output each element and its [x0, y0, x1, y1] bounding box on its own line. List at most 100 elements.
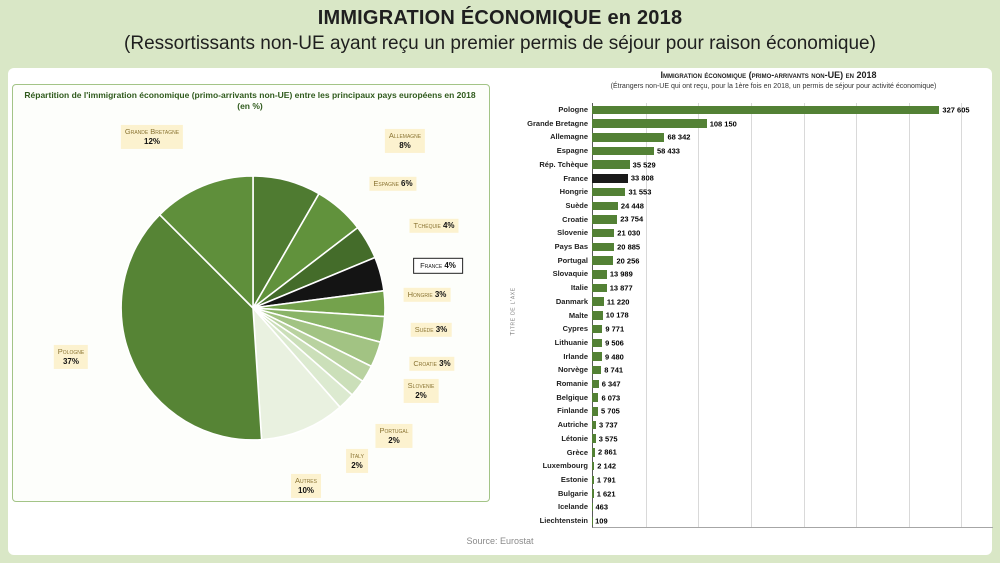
- category-label: Lithuanie: [554, 337, 588, 347]
- bar-track: 10 178: [592, 309, 995, 323]
- bar-chart-title: Immigration économique (primo-arrivants …: [660, 70, 877, 80]
- bar-track: 3 737: [592, 418, 995, 432]
- bar-slovenie: [592, 228, 615, 238]
- pie-label-value: 3%: [435, 324, 448, 334]
- bar-r-p-tch-que: [592, 160, 630, 169]
- category-label: Bulgarie: [557, 488, 588, 498]
- bar-croatie: [592, 215, 618, 224]
- category-label: Suède: [565, 200, 588, 210]
- bar-row-liechtenstein: Liechtenstein 109: [502, 514, 995, 528]
- slide-subtitle: (Ressortissants non-UE ayant reçu un pre…: [124, 33, 876, 54]
- pie-label-name: Tchéquie: [413, 220, 441, 230]
- pie-label-su-de: Suède 3%: [410, 322, 452, 338]
- pie-label-value: 3%: [434, 289, 447, 299]
- pie-label-value: 2%: [388, 435, 400, 445]
- bar-estonie: [592, 475, 594, 485]
- category-label: Danmark: [555, 296, 588, 306]
- bar-row-pologne: Pologne 327 605: [502, 103, 995, 117]
- bar-row-bulgarie: Bulgarie 1 621: [502, 487, 995, 501]
- pie-label-name: Autres: [295, 475, 317, 485]
- bar-l-tonie: [592, 434, 596, 443]
- bar-pays-bas: [592, 242, 615, 252]
- value-label: 13 877: [609, 283, 633, 293]
- bar-row-grande-bretagne: Grande Bretagne 108 150: [502, 117, 995, 131]
- bar-track: 109: [592, 514, 995, 528]
- value-label: 11 220: [606, 297, 630, 307]
- bar-track: 2 142: [592, 459, 995, 473]
- value-label: 33 808: [630, 173, 654, 183]
- category-label: Hongrie: [559, 187, 588, 197]
- bar-row-croatie: Croatie 23 754: [502, 213, 995, 227]
- bar-row-su-de: Suède 24 448: [502, 199, 995, 213]
- value-label: 10 178: [605, 310, 629, 320]
- bar-track: 33 808: [592, 172, 995, 186]
- category-label: Finlande: [557, 406, 588, 416]
- bar-track: 6 073: [592, 391, 995, 405]
- bar-row-slovaquie: Slovaquie 13 989: [502, 267, 995, 281]
- bar-bulgarie: [592, 489, 594, 498]
- category-label: Icelande: [557, 502, 588, 512]
- value-label: 1 621: [596, 489, 616, 499]
- value-label: 2 142: [597, 461, 617, 471]
- pie-label-name: Espagne: [373, 178, 399, 188]
- pie-label-value: 12%: [143, 136, 161, 146]
- bar-row-france: France 33 808: [502, 172, 995, 186]
- category-label: Romanie: [556, 379, 588, 389]
- gridline: [961, 103, 963, 527]
- value-label: 35 529: [632, 160, 656, 170]
- bar-track: 11 220: [592, 295, 995, 309]
- bar-row-cypres: Cypres 9 771: [502, 322, 995, 336]
- value-label: 109: [595, 516, 608, 526]
- bar-track: 9 771: [592, 322, 995, 336]
- bar-irlande: [592, 352, 603, 361]
- pie-label-name: Allemagne: [388, 130, 422, 140]
- bar-slovaquie: [592, 270, 607, 279]
- pie-label-name: Pologne: [57, 346, 85, 356]
- bar-row-hongrie: Hongrie 31 553: [502, 185, 995, 199]
- slide-header: IMMIGRATION ÉCONOMIQUE en 2018 (Ressorti…: [0, 0, 1000, 68]
- category-label: Slovenie: [557, 228, 588, 238]
- value-label: 6 347: [601, 379, 621, 389]
- bar-lithuanie: [592, 338, 603, 348]
- bar-track: 9 480: [592, 350, 995, 364]
- pie-label-pologne: Pologne 37%: [53, 344, 89, 370]
- value-label: 3 575: [598, 434, 618, 444]
- category-label: Liechtenstein: [539, 516, 588, 526]
- bar-row-icelande: Icelande 463: [502, 500, 995, 514]
- category-label: Cypres: [562, 324, 588, 334]
- value-label: 68 342: [667, 132, 691, 142]
- bar-track: 327 605: [592, 103, 995, 117]
- bar-track: 20 885: [592, 240, 995, 254]
- bar-row-belgique: Belgique 6 073: [502, 391, 995, 405]
- category-label: Grande Bretagne: [527, 118, 588, 128]
- pie-label-tch-quie: Tchéquie 4%: [409, 218, 459, 234]
- bar-track: 21 030: [592, 226, 995, 240]
- value-label: 13 989: [609, 269, 633, 279]
- bar-track: 31 553: [592, 185, 995, 199]
- pie-label-value: 2%: [415, 390, 427, 400]
- pie-label-name: Slovenie: [407, 380, 435, 390]
- category-label: Pologne: [558, 105, 588, 114]
- value-label: 5 705: [601, 406, 620, 416]
- gridline: [750, 103, 752, 527]
- pie-label-name: France: [420, 260, 443, 270]
- bar-row-finlande: Finlande 5 705: [502, 404, 995, 418]
- value-label: 31 553: [628, 187, 652, 197]
- category-label: Irlande: [563, 351, 588, 361]
- bar-row-espagne: Espagne 58 433: [502, 144, 995, 158]
- bar-row-irlande: Irlande 9 480: [502, 350, 995, 364]
- gridline: [803, 103, 805, 527]
- gridline: [856, 103, 858, 527]
- value-label: 108 150: [709, 119, 737, 129]
- bar-track: 8 741: [592, 363, 995, 377]
- bar-gr-ce: [592, 448, 596, 457]
- bar-row-lithuanie: Lithuanie 9 506: [502, 336, 995, 350]
- bar-track: 2 861: [592, 446, 995, 460]
- pie-label-name: Grande Bretagne: [124, 126, 180, 136]
- category-label: Slovaquie: [552, 269, 588, 279]
- pie-label-slovenie: Slovenie 2%: [403, 378, 439, 404]
- bar-track: 1 791: [592, 473, 995, 487]
- bar-row-slovenie: Slovenie 21 030: [502, 226, 995, 240]
- pie-label-value: 6%: [401, 178, 413, 188]
